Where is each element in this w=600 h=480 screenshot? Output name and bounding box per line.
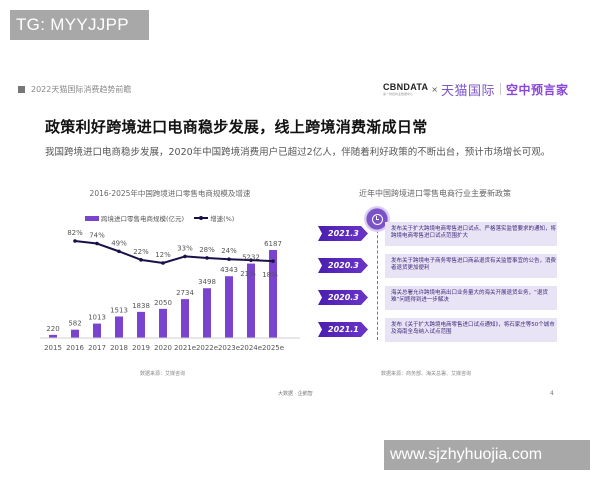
growth-point [139,258,143,262]
bar [225,276,233,338]
policy-text: 发布关于跨境电子商务零售进口商品退货有关监管事宜的公告，消费者退货更加便利 [385,253,557,278]
square-bullet-icon [18,86,25,93]
growth-point [249,258,253,262]
bar-value-label: 4343 [220,266,238,274]
x-axis-label: 2022e [196,344,218,352]
policy-source: 数据来源：商务部、海关总署、艾媒咨询 [381,371,472,377]
page-title: 政策利好跨境进口电商稳步发展，线上跨境消费渐成日常 [45,118,428,136]
bar-value-label: 6187 [264,240,282,248]
chart-legend: 跨境进口零售电商规模(亿元) 增速(%) [85,213,234,223]
bar-value-label: 220 [46,325,59,333]
policy-item: 2020.3 发布关于跨境电子商务零售进口商品退货有关监管事宜的公告，消费者退货… [318,253,557,278]
growth-point [161,261,165,265]
bar-value-label: 2050 [154,299,172,307]
policy-date: 2021.1 [318,322,368,337]
policy-date: 2020.3 [318,258,368,273]
growth-label: 22% [133,248,149,256]
bar-value-label: 1013 [88,314,106,322]
policy-text: 发布关于扩大跨境电商零售进口试点、严格落实监管要求的通知，将跨境电商零售进口试点… [385,221,557,246]
growth-point [205,256,209,260]
x-axis-label: 2020 [154,344,172,352]
bar-value-label: 5232 [242,254,260,262]
brand-logos: CBNDATA 第一财经商业数据中心 × 天猫国际 空中预言家 [383,78,569,100]
growth-label: 82% [67,229,83,237]
growth-label: 24% [221,247,237,255]
policy-date: 2021.3 [318,226,368,241]
bar-value-label: 2734 [176,289,194,297]
bar-value-label: 1513 [110,306,128,314]
growth-points [73,239,275,265]
brand-divider [499,83,501,95]
chart-title: 2016-2025年中国跨境进口零售电商规模及增速 [89,189,251,198]
policy-text: 发布《关于扩大跨境电商零售进口试点通知》，将石家庄等50个城市及海南全岛纳入试点… [385,317,557,342]
x-axis-label: 2018 [110,344,128,352]
watermark-top: TG: MYYJJPP [10,10,149,40]
footer-label: 大数据 · 企鹅智 [278,391,313,397]
bar-series [49,250,277,338]
bar [71,329,79,338]
growth-point [271,259,275,263]
bar [159,308,167,338]
bar-value-label: 582 [68,320,81,328]
x-axis-labels: 2015 2016 2017 2018 2019 2020 2021e 2022e 2023e 2… [44,344,284,352]
watermark-bottom: www.sjzhyhuojia.com [384,440,590,470]
bar [115,316,123,338]
bar-value-label: 1838 [132,302,150,310]
growth-label: 49% [111,239,127,247]
growth-label: 33% [177,244,193,252]
cbndata-logo: CBNDATA 第一财经商业数据中心 [383,82,429,96]
x-axis-label: 2019 [132,344,150,352]
timeline-line [377,220,378,340]
legend-bar-label: 跨境进口零售电商规模(亿元) [101,215,185,223]
growth-label: 12% [155,251,171,259]
bar-value-label: 3498 [198,278,216,286]
bar [269,250,277,338]
bar [247,263,255,338]
x-axis-label: 2023e [218,344,240,352]
growth-label: 74% [89,232,105,240]
growth-point [73,239,77,243]
tmall-global-logo: 天猫国际 [440,83,495,99]
policy-title: 近年中国跨境进口零售电商行业主要新政策 [359,189,511,198]
policy-text: 海关总署允许跨境电商出口业务量大的海关开展退货业务，“退货难”问题得到进一步解决 [385,285,557,310]
x-axis-label: 2025e [262,344,284,352]
growth-point [117,249,121,254]
brand-cross: × [431,84,438,94]
bar-value-labels: 220 582 1013 1513 1838 2050 2734 3498 4343 5232 61… [46,240,282,333]
chart-source: 数据来源：艾媒咨询 [140,371,186,377]
policy-item: 2020.3 海关总署允许跨境电商出口业务量大的海关开展退货业务，“退货难”问题… [318,285,557,310]
bar [203,288,211,338]
x-axis-label: 2021e [174,344,196,352]
page-number: 4 [550,390,554,397]
growth-point [95,241,99,246]
policy-item: 2021.3 发布关于扩大跨境电商零售进口试点、严格落实监管要求的通知，将跨境电… [318,221,557,246]
x-axis-label: 2016 [66,344,84,352]
legend-line-label: 增速(%) [210,215,235,223]
x-axis-label: 2024e [240,344,262,352]
growth-point [183,254,187,259]
x-axis-label: 2017 [88,344,106,352]
growth-line [74,240,274,264]
report-header: 2022天猫国际消费趋势前瞻 [18,84,131,95]
bar [49,334,57,338]
policy-date: 2020.3 [318,290,368,305]
growth-label: 21% [240,270,256,278]
legend-bar-swatch [85,215,99,221]
legend-line-swatch [194,215,209,220]
partner-logo: 空中预言家 [505,82,569,97]
policy-item: 2021.1 发布《关于扩大跨境电商零售进口试点通知》，将石家庄等50个城市及海… [318,317,557,342]
page-subtitle: 我国跨境进口电商稳步发展，2020年中国跨境消费用户已超过2亿人，伴随着利好政策… [45,147,551,158]
bar [93,323,101,338]
report-label: 2022天猫国际消费趋势前瞻 [31,85,132,94]
x-axis-label: 2015 [44,344,62,352]
bar [137,311,145,338]
bar [181,299,189,338]
growth-point [227,257,231,262]
growth-label: 18% [262,271,278,279]
growth-labels: 82% 74% 49% 22% 12% 33% 28% 24% 21% 18% [67,229,278,279]
growth-label: 28% [199,246,215,254]
bar-line-chart: 220 582 1013 1513 1838 2050 2734 3498 4343 5232 61… [40,229,300,352]
